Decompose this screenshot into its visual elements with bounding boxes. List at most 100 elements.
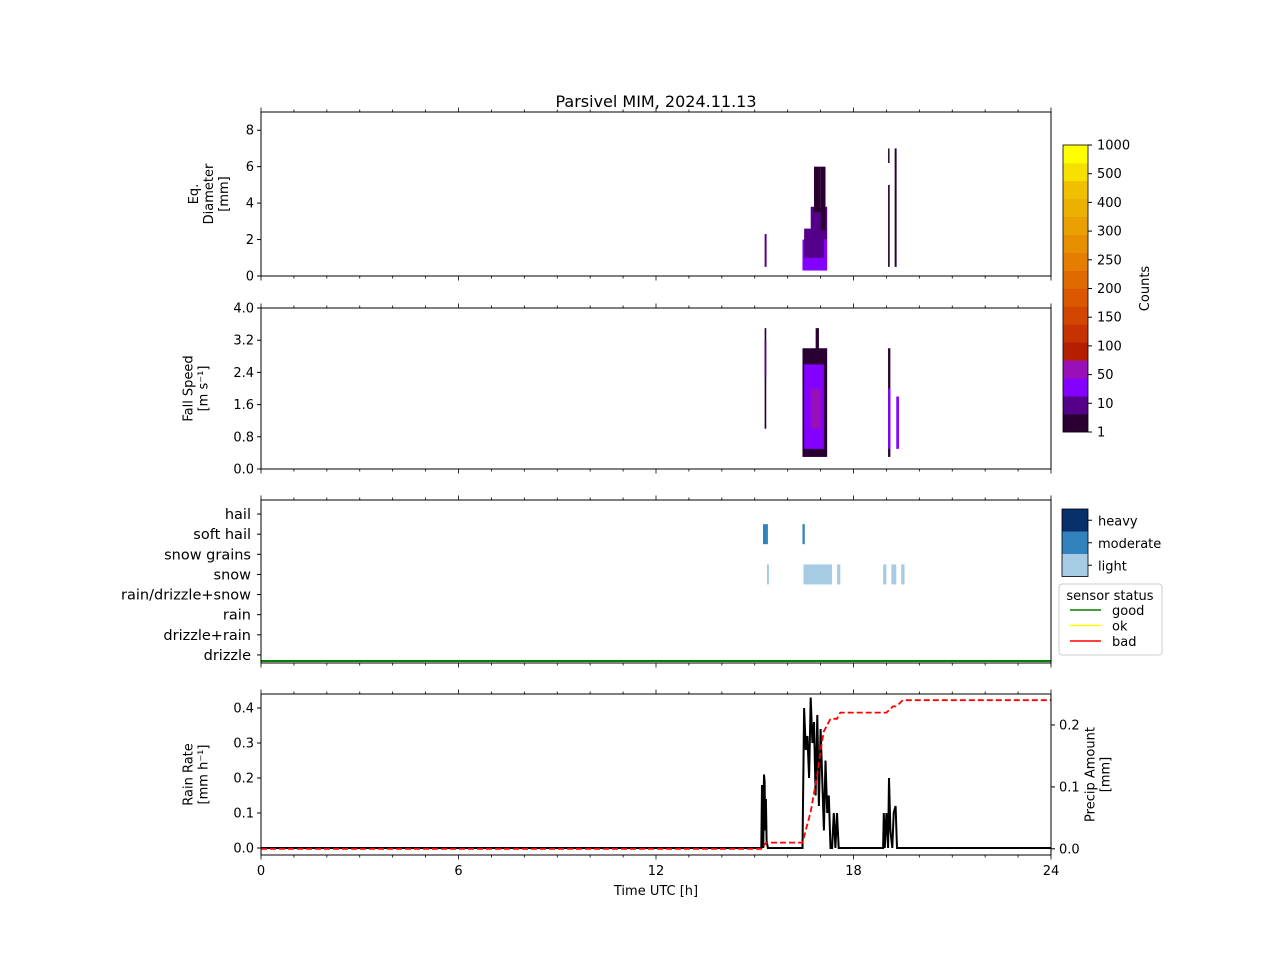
y-tick-label: 0.0 <box>233 463 254 478</box>
colorbar-tick-label: 1000 <box>1097 139 1130 154</box>
sensor-status-legend-label: bad <box>1112 635 1136 650</box>
colorbar-segment <box>1063 324 1088 343</box>
x-tick-label: 18 <box>845 864 862 879</box>
weather-block <box>901 564 905 585</box>
weather-block <box>803 564 833 585</box>
y-tick-label: 1.6 <box>233 398 254 413</box>
speed-cell <box>815 328 819 365</box>
intensity-legend-frame <box>1061 508 1089 577</box>
y-tick-label: 0.3 <box>233 737 254 752</box>
y2-tick-label: 0.0 <box>1059 842 1080 857</box>
diameter-cell <box>888 148 890 164</box>
figure-title: Parsivel MIM, 2024.11.13 <box>555 92 756 111</box>
fall-speed-panel: 0.0 0.8 1.6 2.4 3.2 4.0 Fall Speed [m s⁻¹] <box>182 302 1052 478</box>
x-axis-label: Time UTC [h] <box>613 884 698 899</box>
colorbar-segment <box>1063 198 1088 218</box>
colorbar-segment <box>1063 414 1088 433</box>
diameter-cell <box>764 234 767 267</box>
axes-frame <box>260 307 1052 470</box>
category-label: rain <box>223 608 251 624</box>
y-tick-label: 3.2 <box>233 334 254 349</box>
axes-frame <box>260 111 1052 277</box>
colorbar-tick-label: 1 <box>1097 426 1105 441</box>
y-axis-label: Eq. <box>187 184 202 205</box>
category-label: hail <box>225 507 251 523</box>
colorbar-tick-label: 10 <box>1097 397 1114 412</box>
rain-rate-panel: 0 6 12 18 24 0.0 0.1 0.2 0.3 0.4 0.0 0.1 0.2 Rain Rat… <box>182 689 1114 899</box>
speed-cell <box>810 388 821 429</box>
sensor-status-legend-title: sensor status <box>1066 589 1153 604</box>
colorbar-segment <box>1063 306 1088 325</box>
x-tick-label: 24 <box>1043 864 1060 879</box>
y-tick-label: 8 <box>246 124 254 139</box>
weather-block <box>891 564 897 585</box>
colorbar-segment <box>1063 378 1088 397</box>
y2-axis-label: Precip Amount <box>1084 727 1099 822</box>
colorbar-segment <box>1063 360 1088 379</box>
category-label: drizzle <box>204 648 251 664</box>
colorbar-segment <box>1063 288 1088 307</box>
category-label: soft hail <box>193 527 251 543</box>
weather-type-panel: drizzle drizzle+rain rain rain/drizzle+snow… <box>121 495 1052 668</box>
category-label: rain/drizzle+snow <box>121 588 251 604</box>
colorbar-segment <box>1063 342 1088 361</box>
diameter-cell <box>894 148 897 267</box>
y-tick-label: 0 <box>246 270 254 285</box>
colorbar-segment <box>1063 252 1088 271</box>
diameter-cell <box>820 166 826 231</box>
sensor-status-legend-label: ok <box>1112 620 1128 635</box>
y-tick-label: 0.0 <box>233 842 254 857</box>
y-tick-label: 2 <box>246 233 254 248</box>
y-tick-label: 4.0 <box>233 302 254 317</box>
intensity-legend-swatch <box>1062 554 1088 577</box>
diameter-cell <box>814 166 821 213</box>
y-axis-label: Diameter <box>202 163 217 224</box>
colorbar-tick-label: 300 <box>1097 225 1122 240</box>
x-tick-label: 6 <box>454 864 462 879</box>
rain-rate-line <box>261 697 1051 849</box>
colorbar-tick-label: 250 <box>1097 253 1122 268</box>
y2-tick-label: 0.1 <box>1059 780 1080 795</box>
weather-block <box>762 524 768 545</box>
speed-cell <box>764 328 767 429</box>
colorbar-tick-label: 100 <box>1097 339 1122 354</box>
axes-frame <box>260 693 1052 856</box>
sensor-status-legend-label: good <box>1112 604 1144 619</box>
colorbar-tick-label: 150 <box>1097 311 1122 326</box>
y-axis-label: Fall Speed <box>182 355 197 421</box>
colorbar-segment <box>1063 162 1088 182</box>
diameter-cell <box>888 184 890 267</box>
y2-axis-label: [mm] <box>1099 757 1114 792</box>
colorbar-segment <box>1063 180 1088 200</box>
colorbar-segment <box>1063 396 1088 415</box>
y-tick-label: 6 <box>246 160 254 175</box>
colorbar-tick-label: 400 <box>1097 196 1122 211</box>
colorbar-tick-label: 50 <box>1097 368 1114 383</box>
weather-block <box>883 564 887 585</box>
y2-tick-label: 0.2 <box>1059 718 1080 733</box>
weather-block <box>837 564 841 585</box>
y-axis-label: [mm] <box>217 176 232 211</box>
sensor-status-legend-box <box>1058 583 1163 656</box>
intensity-legend-label: moderate <box>1098 537 1161 552</box>
diameter-panel: 0 2 4 6 8 Eq. Diameter [mm] <box>187 107 1052 285</box>
axes-frame <box>260 499 1052 664</box>
y-axis-label: Rain Rate <box>182 743 197 806</box>
colorbar-segment <box>1063 234 1088 253</box>
y-tick-label: 0.4 <box>233 702 254 717</box>
y-tick-label: 2.4 <box>233 366 254 381</box>
colorbar-label: Counts <box>1138 266 1153 312</box>
counts-colorbar: 1 10 50 100 150 200 250 300 400 500 1000 Counts <box>1062 139 1153 441</box>
y-tick-label: 0.2 <box>233 772 254 787</box>
category-label: snow grains <box>164 547 251 563</box>
category-label: drizzle+rain <box>163 628 251 644</box>
speed-cell <box>888 388 891 449</box>
colorbar-segment <box>1063 270 1088 289</box>
colorbar-tick-label: 200 <box>1097 282 1122 297</box>
precip-amount-line <box>261 699 1051 850</box>
y-tick-label: 4 <box>246 197 254 212</box>
colorbar-segment <box>1063 216 1088 235</box>
intensity-legend-label: light <box>1098 559 1127 574</box>
